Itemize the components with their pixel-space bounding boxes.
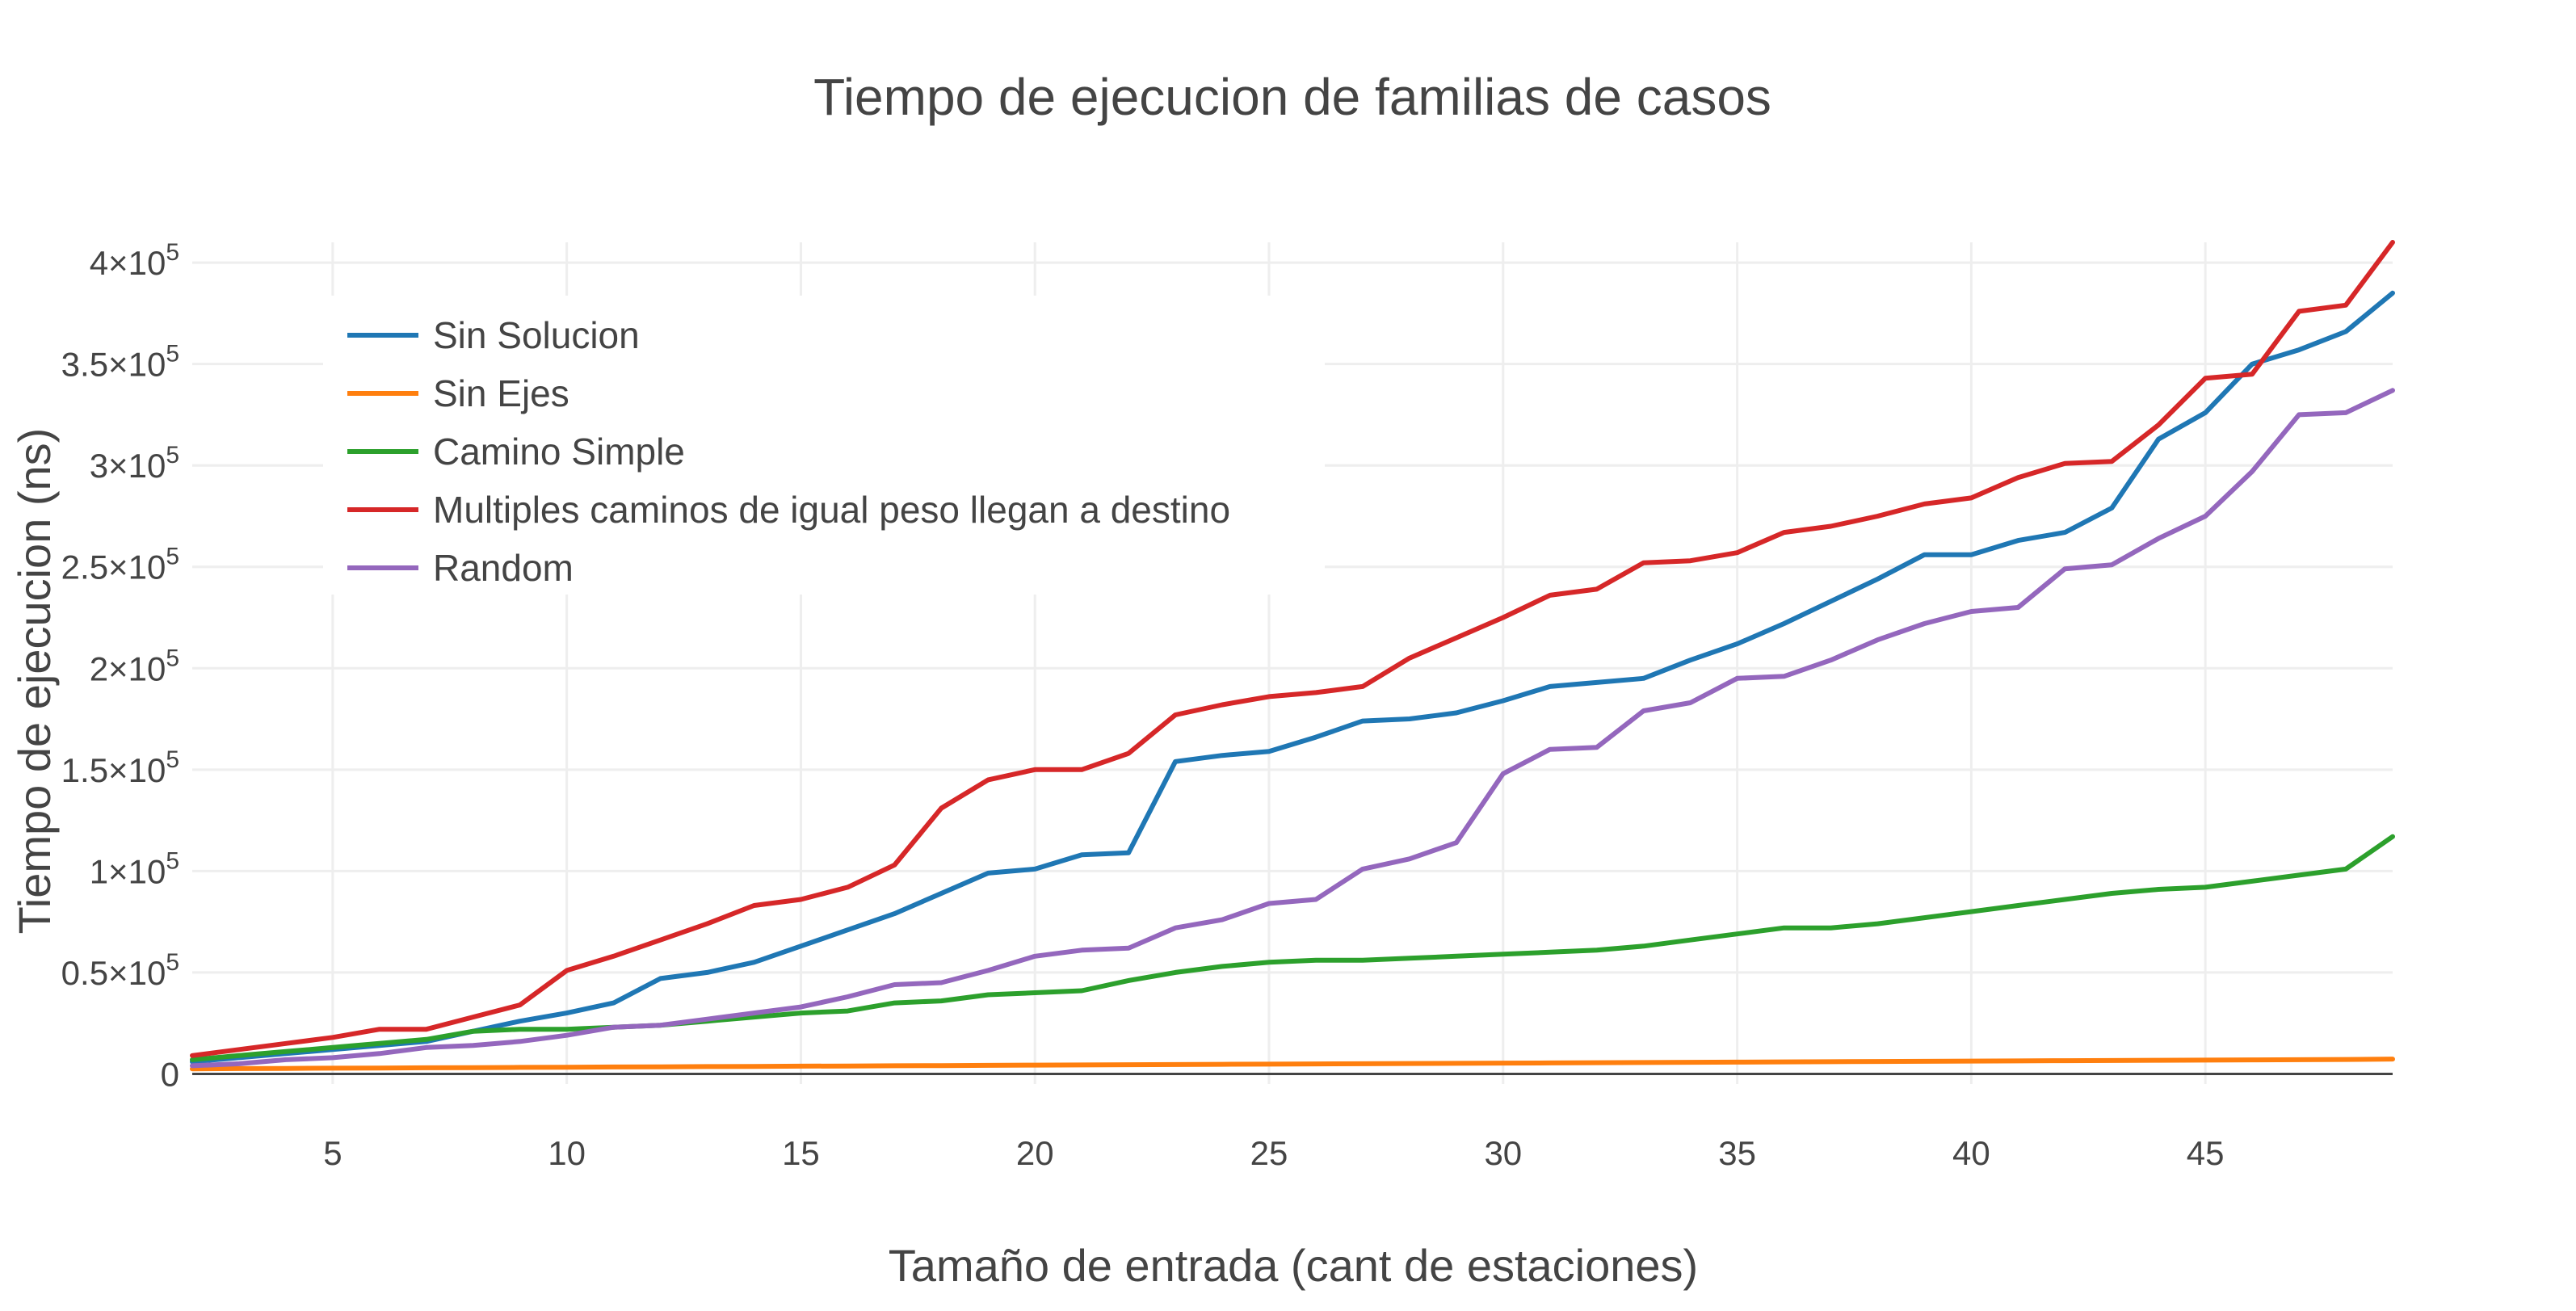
x-tick-label: 10 bbox=[548, 1134, 586, 1172]
y-tick-label: 2.5×105 bbox=[61, 544, 179, 586]
y-axis-title: Tiempo de ejecucion (ns) bbox=[9, 428, 60, 935]
legend-label-sin-solucion: Sin Solucion bbox=[433, 314, 640, 356]
y-tick-label: 3×105 bbox=[90, 442, 179, 485]
y-tick-label: 3.5×105 bbox=[61, 341, 179, 384]
x-axis-title: Tamaño de entrada (cant de estaciones) bbox=[889, 1240, 1698, 1291]
y-tick-exponent: 5 bbox=[166, 341, 179, 368]
x-tick-label: 25 bbox=[1250, 1134, 1288, 1172]
x-tick-label: 30 bbox=[1484, 1134, 1522, 1172]
chart-title: Tiempo de ejecucion de familias de casos bbox=[813, 68, 1771, 126]
y-tick-exponent: 5 bbox=[166, 949, 179, 976]
x-tick-label: 15 bbox=[782, 1134, 820, 1172]
y-tick-exponent: 5 bbox=[166, 847, 179, 874]
y-tick-label: 2×105 bbox=[90, 645, 179, 687]
y-tick-mantissa: 3.5×10 bbox=[61, 346, 166, 384]
series-line-multiples-caminos-de-igual-peso-llegan-a-destino bbox=[190, 240, 2395, 1058]
legend-background bbox=[323, 296, 1325, 595]
y-tick-label: 1×105 bbox=[90, 847, 179, 890]
y-tick-exponent: 5 bbox=[166, 239, 179, 266]
series-line-sin-solucion bbox=[190, 290, 2395, 1065]
legend-label-random: Random bbox=[433, 547, 574, 589]
y-tick-exponent: 5 bbox=[166, 645, 179, 671]
y-tick-label: 0.5×105 bbox=[61, 949, 179, 992]
x-tick-label: 35 bbox=[1718, 1134, 1756, 1172]
tick-label-layer: 5 10 15 20 25 30 35 40 4500.5×1051×1051.5×1052×1… bbox=[61, 239, 2225, 1172]
y-tick-mantissa: 1×10 bbox=[90, 852, 166, 890]
y-tick-mantissa: 4×10 bbox=[90, 244, 166, 282]
series-line-camino-simple bbox=[190, 834, 2395, 1062]
legend-label-sin-ejes: Sin Ejes bbox=[433, 372, 569, 414]
series-layer bbox=[190, 240, 2395, 1072]
y-tick-exponent: 5 bbox=[166, 544, 179, 570]
y-tick-exponent: 5 bbox=[166, 746, 179, 773]
y-tick-mantissa: 1.5×10 bbox=[61, 751, 166, 789]
y-tick-mantissa: 0.5×10 bbox=[61, 954, 166, 992]
y-tick-mantissa: 2.5×10 bbox=[61, 548, 166, 586]
x-tick-label: 20 bbox=[1016, 1134, 1054, 1172]
series-line-random bbox=[190, 388, 2395, 1069]
y-tick-mantissa: 3×10 bbox=[90, 447, 166, 485]
legend-label-multiples-caminos-de-igual-peso-llegan-a-destino: Multiples caminos de igual peso llegan a… bbox=[433, 489, 1230, 531]
y-tick-mantissa: 2×10 bbox=[90, 649, 166, 687]
y-tick-label: 0 bbox=[161, 1055, 179, 1093]
x-tick-label: 45 bbox=[2187, 1134, 2225, 1172]
y-tick-label: 1.5×105 bbox=[61, 746, 179, 789]
y-tick-label: 4×105 bbox=[90, 239, 179, 282]
x-tick-label: 40 bbox=[1952, 1134, 1990, 1172]
y-tick-exponent: 5 bbox=[166, 442, 179, 469]
y-tick-mantissa: 0 bbox=[161, 1055, 179, 1093]
legend-label-camino-simple: Camino Simple bbox=[433, 431, 685, 473]
x-tick-label: 5 bbox=[323, 1134, 342, 1172]
legend: Sin Solucion Sin Ejes Camino Simple Multipl… bbox=[323, 296, 1325, 595]
series-line-sin-ejes bbox=[190, 1057, 2395, 1072]
